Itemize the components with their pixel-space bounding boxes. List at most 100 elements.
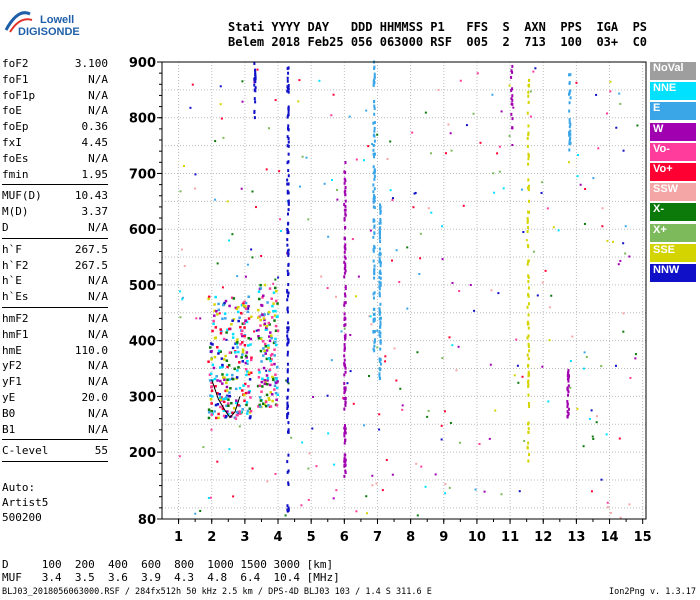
- echo-point: [379, 221, 382, 225]
- echo-point: [221, 286, 224, 289]
- echo-point: [566, 386, 569, 390]
- echo-point: [259, 287, 263, 290]
- echo-point: [210, 389, 214, 392]
- echo-point: [211, 363, 215, 367]
- echo-point: [243, 343, 247, 347]
- echo-point: [378, 236, 381, 240]
- echo-point: [286, 89, 289, 93]
- echo-point: [343, 381, 346, 385]
- echo-point: [244, 305, 247, 308]
- echo-point: [441, 357, 444, 360]
- echo-point: [373, 338, 376, 342]
- echo-point: [210, 428, 213, 431]
- echo-point: [526, 353, 529, 357]
- echo-point: [373, 291, 376, 295]
- param-row: foEs N/A: [2, 151, 108, 167]
- echo-point: [344, 439, 347, 443]
- echo-point: [379, 316, 382, 320]
- echo-point: [343, 303, 346, 307]
- param-row: foF2 3.100: [2, 56, 108, 72]
- echo-point: [214, 198, 217, 201]
- echo-point: [263, 403, 267, 407]
- echo-point: [286, 76, 289, 80]
- echo-point: [287, 506, 290, 510]
- echo-point: [286, 126, 289, 130]
- echo-point: [287, 84, 290, 88]
- echo-point: [372, 218, 375, 222]
- echo-point: [253, 110, 256, 114]
- echo-point: [228, 351, 232, 354]
- echo-point: [386, 157, 389, 160]
- echo-point: [240, 356, 243, 359]
- echo-point: [231, 336, 235, 339]
- echo-point: [527, 427, 530, 431]
- echo-point: [527, 286, 530, 290]
- echo-point: [500, 110, 503, 113]
- echo-point: [548, 306, 551, 309]
- echo-point: [286, 115, 289, 119]
- echo-point: [568, 109, 571, 113]
- echo-point: [214, 295, 217, 299]
- echo-point: [287, 191, 290, 195]
- echo-point: [569, 73, 572, 77]
- echo-point: [346, 382, 349, 385]
- echo-point: [245, 373, 248, 377]
- echo-point: [378, 317, 381, 321]
- param-row: foE N/A: [2, 103, 108, 119]
- echo-point: [285, 379, 288, 382]
- echo-point: [287, 341, 290, 345]
- echo-point: [343, 324, 346, 328]
- echo-point: [343, 343, 346, 347]
- echo-point: [265, 382, 269, 386]
- legend-item: E: [650, 102, 696, 121]
- echo-point: [527, 393, 530, 397]
- echo-point: [330, 359, 333, 362]
- echo-point: [552, 226, 555, 229]
- echo-point: [286, 189, 289, 193]
- echo-point: [216, 379, 219, 382]
- echo-point: [327, 432, 330, 435]
- echo-point: [247, 385, 250, 388]
- echo-point: [373, 107, 376, 111]
- echo-point: [239, 410, 243, 414]
- echo-point: [444, 483, 447, 486]
- echo-point: [179, 290, 182, 293]
- echo-point: [379, 240, 382, 244]
- muf-distance-table: D 100 200 400 600 800 1000 1500 3000 [km…: [2, 558, 340, 584]
- echo-point: [379, 341, 382, 345]
- echo-point: [225, 338, 228, 341]
- echo-point: [340, 330, 343, 333]
- echo-point: [241, 389, 244, 392]
- echo-point: [194, 512, 197, 515]
- param-key: fmin: [2, 167, 29, 181]
- echo-point: [239, 342, 242, 346]
- echo-point: [568, 73, 571, 77]
- echo-point: [419, 257, 422, 260]
- echo-point: [609, 90, 612, 93]
- echo-point: [527, 459, 530, 463]
- echo-point: [343, 348, 346, 352]
- param-value: 4.45: [81, 135, 109, 149]
- echo-point: [227, 404, 230, 408]
- echo-point: [262, 347, 265, 350]
- echo-point: [226, 200, 229, 203]
- echo-point: [351, 238, 354, 241]
- echo-point: [389, 189, 392, 192]
- echo-point: [622, 149, 625, 152]
- param-row: yE 20.0: [2, 390, 108, 406]
- echo-point: [259, 337, 263, 340]
- echo-point: [268, 127, 271, 130]
- echo-point: [372, 248, 375, 252]
- echo-point: [568, 120, 571, 124]
- echo-point: [237, 310, 240, 314]
- echo-point: [286, 353, 289, 357]
- echo-point: [569, 96, 572, 100]
- echo-point: [569, 129, 572, 133]
- echo-point: [379, 203, 382, 207]
- echo-point: [247, 391, 251, 394]
- echo-point: [416, 514, 419, 517]
- echo-point: [236, 341, 239, 344]
- echo-point: [372, 347, 375, 351]
- echo-point: [378, 257, 381, 261]
- echo-point: [527, 259, 530, 263]
